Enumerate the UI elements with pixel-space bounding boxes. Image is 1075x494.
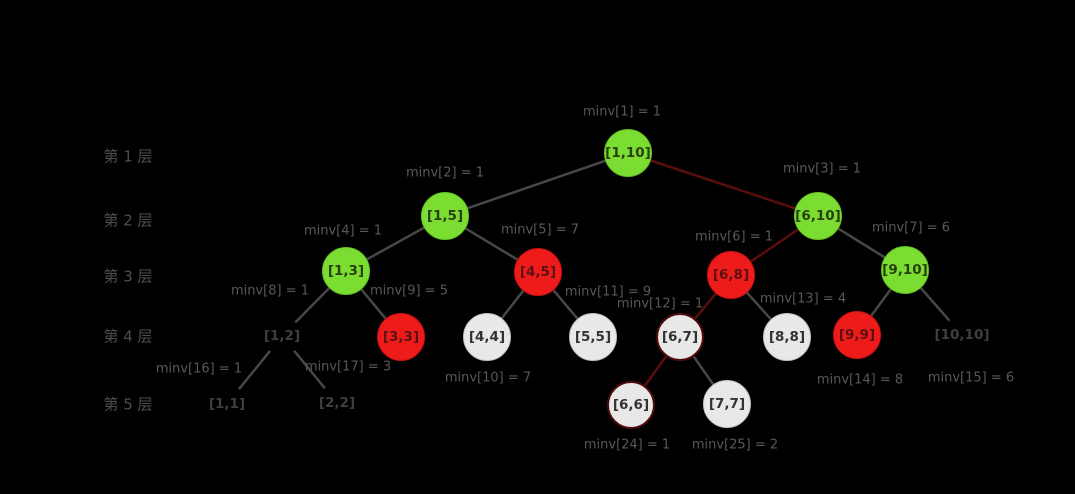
minv-edge-label-13: minv[13] = 4 <box>759 291 847 307</box>
tree-node-4-4: [4,4] <box>463 313 511 361</box>
minv-edge-label-16: minv[16] = 1 <box>155 361 243 377</box>
tree-edge-6-10-to-6-8 <box>750 228 799 263</box>
tree-node-3-3: [3,3] <box>377 313 425 361</box>
tree-node-6-10: [6,10] <box>794 192 842 240</box>
tree-node-1-5: [1,5] <box>421 192 469 240</box>
tree-node-1-10: [1,10] <box>604 129 652 177</box>
minv-edge-label-12: minv[12] = 1 <box>616 296 704 312</box>
tree-edge-6-8-to-8-8 <box>746 291 772 321</box>
tree-node-6-7: [6,7] <box>656 313 704 361</box>
minv-edge-label-1: minv[1] = 1 <box>582 104 662 120</box>
tree-edge-1-5-to-1-3 <box>366 226 425 261</box>
tree-node-7-7: [7,7] <box>703 380 751 428</box>
level-label-4: 第 4 层 <box>103 327 153 346</box>
minv-edge-label-3: minv[3] = 1 <box>782 161 862 177</box>
tree-edge-9-10-to-9-9 <box>870 288 892 317</box>
tree-node-4-5: [4,5] <box>514 248 562 296</box>
tree-edge-4-5-to-5-5 <box>552 289 579 320</box>
tree-node-6-6: [6,6] <box>607 381 655 429</box>
minv-edge-label-8: minv[8] = 1 <box>230 283 310 299</box>
tree-edge-6-7-to-7-7 <box>692 355 715 386</box>
tree-edge-6-8-to-6-7 <box>694 292 717 320</box>
level-label-2: 第 2 层 <box>103 211 153 230</box>
tree-edge-1-10-to-6-10 <box>650 159 796 210</box>
minv-edge-label-6: minv[6] = 1 <box>694 229 774 245</box>
minv-edge-label-2: minv[2] = 1 <box>405 165 485 181</box>
tree-edge-1-3-to-1-2 <box>294 287 331 324</box>
tree-edge-1-5-to-4-5 <box>464 227 519 261</box>
minv-edge-label-19: minv[25] = 2 <box>691 437 779 453</box>
tree-edge-6-7-to-6-6 <box>643 355 668 387</box>
tree-edge-1-10-to-1-5 <box>467 159 606 210</box>
tree-edge-9-10-to-10-10 <box>919 287 951 322</box>
minv-edge-label-10: minv[10] = 7 <box>444 370 532 386</box>
level-label-3: 第 3 层 <box>103 267 153 286</box>
tree-edge-1-2-to-2-2 <box>293 349 326 390</box>
tree-node-1-3: [1,3] <box>322 247 370 295</box>
level-label-5: 第 5 层 <box>103 395 153 414</box>
tree-edge-4-5-to-4-4 <box>500 290 525 319</box>
tree-node-8-8: [8,8] <box>763 313 811 361</box>
tree-leaf-label-1-2: [1,2] <box>263 328 301 344</box>
minv-edge-label-14: minv[14] = 8 <box>816 372 904 388</box>
minv-edge-label-5: minv[5] = 7 <box>500 222 580 238</box>
tree-edge-1-2-to-1-1 <box>237 350 272 390</box>
tree-edge-6-10-to-9-10 <box>837 227 886 259</box>
tree-node-9-10: [9,10] <box>881 246 929 294</box>
tree-node-6-8: [6,8] <box>707 251 755 299</box>
minv-edge-label-9: minv[9] = 5 <box>369 283 449 299</box>
tree-leaf-label-10-10: [10,10] <box>934 327 990 343</box>
tree-edge-1-3-to-3-3 <box>360 288 387 320</box>
tree-node-5-5: [5,5] <box>569 313 617 361</box>
minv-edge-label-18: minv[24] = 1 <box>583 437 671 453</box>
minv-edge-label-4: minv[4] = 1 <box>303 223 383 239</box>
level-label-1: 第 1 层 <box>103 147 153 166</box>
minv-edge-label-15: minv[15] = 6 <box>927 370 1015 386</box>
minv-edge-label-7: minv[7] = 6 <box>871 220 951 236</box>
tree-leaf-label-2-2: [2,2] <box>318 395 356 411</box>
minv-edge-label-11: minv[11] = 9 <box>564 284 652 300</box>
minv-edge-label-17: minv[17] = 3 <box>304 359 392 375</box>
tree-leaf-label-1-1: [1,1] <box>208 396 246 412</box>
tree-node-9-9: [9,9] <box>833 311 881 359</box>
